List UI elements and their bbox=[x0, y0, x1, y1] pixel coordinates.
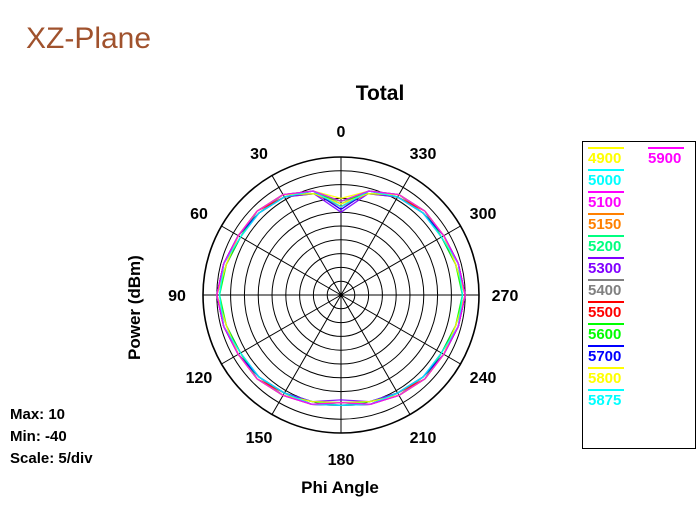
angle-tick-label: 150 bbox=[246, 430, 273, 447]
legend-label: 5100 bbox=[588, 194, 622, 211]
grid-spoke bbox=[221, 225, 342, 296]
angle-tick-label: 60 bbox=[190, 206, 208, 223]
legend-swatch bbox=[588, 213, 624, 215]
legend-label: 5875 bbox=[588, 392, 622, 409]
grid-spoke bbox=[221, 294, 342, 365]
legend-label: 5300 bbox=[588, 260, 622, 277]
legend-swatch bbox=[588, 191, 624, 193]
grid-spoke bbox=[271, 294, 342, 415]
legend-label: 5200 bbox=[588, 238, 622, 255]
angle-tick-label: 330 bbox=[410, 146, 437, 163]
angle-tick-label: 30 bbox=[250, 146, 268, 163]
min-value: Min: -40 bbox=[10, 428, 67, 445]
series-line-5875 bbox=[218, 190, 464, 407]
grid-spoke bbox=[340, 294, 461, 365]
legend-swatch bbox=[588, 235, 624, 237]
angle-tick-label: 210 bbox=[410, 430, 437, 447]
series-line-5900 bbox=[216, 190, 466, 405]
chart-title: Total bbox=[355, 82, 405, 105]
legend-swatch bbox=[588, 345, 624, 347]
grid-spoke bbox=[340, 175, 411, 296]
grid-spoke bbox=[340, 294, 411, 415]
legend-label: 5000 bbox=[588, 172, 622, 189]
legend-label: 5900 bbox=[648, 150, 682, 167]
legend-swatch bbox=[588, 257, 624, 259]
grid-spoke bbox=[271, 175, 342, 296]
legend-label: 4900 bbox=[588, 150, 622, 167]
x-axis-label: Phi Angle bbox=[301, 478, 379, 497]
legend-label: 5400 bbox=[588, 282, 622, 299]
legend-swatch bbox=[588, 279, 624, 281]
legend-swatch bbox=[588, 169, 624, 171]
legend-label: 5150 bbox=[588, 216, 622, 233]
angle-tick-label: 120 bbox=[186, 370, 213, 387]
legend-label: 5800 bbox=[588, 370, 622, 387]
legend-swatch bbox=[588, 301, 624, 303]
legend-label: 5600 bbox=[588, 326, 622, 343]
angle-tick-label: 90 bbox=[168, 288, 186, 305]
scale-value: Scale: 5/div bbox=[10, 450, 93, 467]
legend-label: 5700 bbox=[588, 348, 622, 365]
max-value: Max: 10 bbox=[10, 406, 66, 423]
scale-info: Max: 10 Min: -40 Scale: 5/div bbox=[10, 404, 93, 470]
legend-swatch bbox=[588, 389, 624, 391]
grid-spoke bbox=[340, 225, 461, 296]
legend-swatch bbox=[588, 323, 624, 325]
angle-tick-label: 300 bbox=[470, 206, 497, 223]
legend-swatch bbox=[588, 367, 624, 369]
angle-tick-label: 180 bbox=[328, 452, 355, 469]
legend-swatch bbox=[648, 147, 684, 149]
angle-tick-label: 0 bbox=[337, 124, 346, 141]
angle-tick-label: 270 bbox=[492, 288, 519, 305]
angle-tick-label: 240 bbox=[470, 370, 497, 387]
legend-swatch bbox=[588, 147, 624, 149]
legend: 4900 5000 5100 5150 5200 5300 5400 5500 5600 5700… bbox=[582, 141, 696, 449]
legend-label: 5500 bbox=[588, 304, 622, 321]
slide-title: XZ-Plane bbox=[26, 22, 152, 55]
